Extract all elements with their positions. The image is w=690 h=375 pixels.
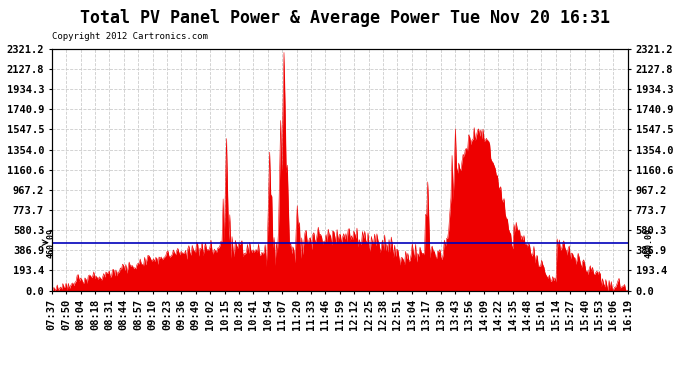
Text: Copyright 2012 Cartronics.com: Copyright 2012 Cartronics.com: [52, 32, 208, 41]
Text: Total PV Panel Power & Average Power Tue Nov 20 16:31: Total PV Panel Power & Average Power Tue…: [80, 9, 610, 27]
Text: 460.09: 460.09: [645, 228, 654, 258]
Text: 460.09: 460.09: [46, 228, 55, 258]
